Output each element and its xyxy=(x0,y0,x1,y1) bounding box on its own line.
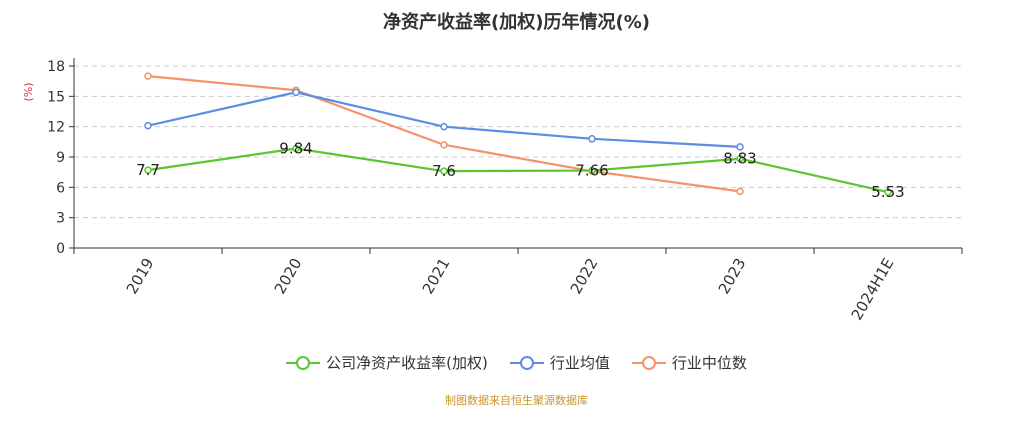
data-point xyxy=(144,72,152,80)
data-label: 7.66 xyxy=(575,162,608,180)
data-point xyxy=(884,188,892,196)
data-point xyxy=(588,166,596,175)
x-tick-label: 2022 xyxy=(567,255,602,297)
data-point xyxy=(144,121,152,130)
legend-label: 行业均值 xyxy=(549,354,610,372)
data-point xyxy=(736,187,744,196)
legend-label: 行业中位数 xyxy=(671,354,747,372)
source-note: 制图数据来自恒生聚源数据库 xyxy=(445,394,588,407)
data-point xyxy=(292,88,300,97)
series-line xyxy=(147,91,741,148)
data-point xyxy=(144,166,152,174)
legend-label: 公司净资产收益率(加权) xyxy=(326,354,488,372)
legend-item-company-roe[interactable]: 公司净资产收益率(加权) xyxy=(286,352,488,373)
chart-title: 净资产收益率(加权)历年情况(%) xyxy=(383,12,650,33)
y-tick-label: 0 xyxy=(56,241,65,257)
data-point xyxy=(588,135,596,143)
y-tick-label: 12 xyxy=(47,120,65,136)
x-tick-label: 2021 xyxy=(419,255,454,297)
x-tick-label: 2024H1E xyxy=(848,255,898,323)
y-tick-label: 15 xyxy=(47,89,65,105)
y-tick-label: 9 xyxy=(56,150,65,166)
data-point xyxy=(736,143,744,151)
legend-line-icon xyxy=(509,355,544,370)
data-point xyxy=(440,141,448,149)
data-point xyxy=(736,154,744,163)
x-tick-label: 2019 xyxy=(123,255,158,297)
data-label: 7.6 xyxy=(432,162,456,180)
legend-line-icon xyxy=(631,355,666,370)
data-point xyxy=(440,122,448,131)
legend-item-industry-mean[interactable]: 行业均值 xyxy=(509,352,610,373)
series-line xyxy=(147,147,889,194)
x-tick-label: 2020 xyxy=(271,255,306,297)
data-point xyxy=(292,144,300,153)
legend-item-industry-median[interactable]: 行业中位数 xyxy=(631,352,747,373)
data-label: 7.7 xyxy=(136,161,160,179)
legend-line-icon xyxy=(286,355,321,370)
data-label: 5.53 xyxy=(871,183,904,201)
y-tick-label: 18 xyxy=(47,59,65,75)
y-tick-label: 3 xyxy=(56,211,65,227)
data-label: 8.83 xyxy=(723,150,756,168)
legend: 公司净资产收益率(加权) 行业均值 行业中位数 xyxy=(0,352,1033,373)
data-point xyxy=(440,167,448,175)
x-tick-label: 2023 xyxy=(715,255,750,297)
data-label: 9.84 xyxy=(279,140,312,158)
y-axis-label: (%) xyxy=(22,82,35,101)
y-tick-label: 6 xyxy=(56,180,65,196)
